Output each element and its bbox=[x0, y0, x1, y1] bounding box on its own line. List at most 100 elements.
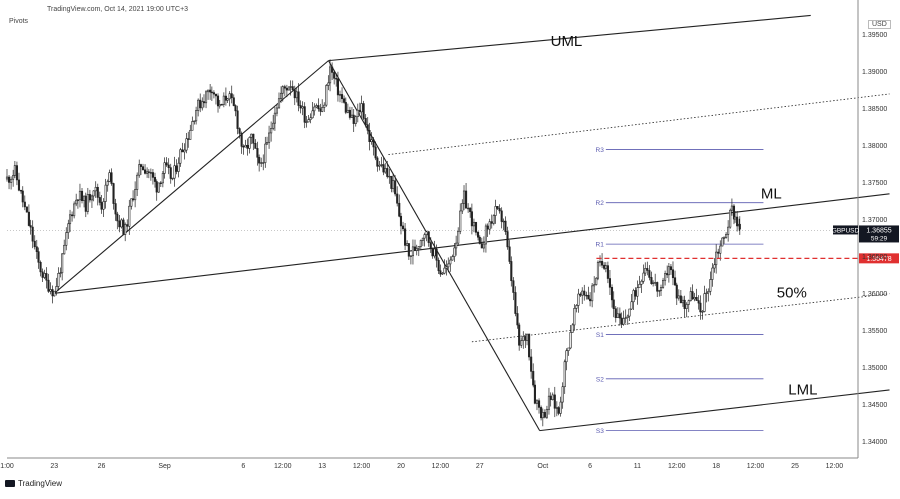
support-level-label: 1.36478 bbox=[866, 256, 891, 263]
candle bbox=[325, 85, 328, 106]
candle bbox=[622, 318, 625, 325]
candle bbox=[547, 395, 551, 410]
pitchfork-lower-line[interactable] bbox=[539, 389, 890, 432]
candle bbox=[49, 289, 52, 292]
candle bbox=[209, 89, 212, 93]
candle bbox=[583, 290, 586, 296]
candle bbox=[112, 183, 115, 204]
candle bbox=[348, 109, 351, 118]
candle bbox=[514, 292, 517, 314]
x-tick-label: 26 bbox=[98, 463, 106, 470]
candle bbox=[141, 166, 145, 171]
candle bbox=[376, 157, 379, 167]
candle bbox=[549, 395, 552, 400]
candle bbox=[736, 216, 739, 227]
candle bbox=[76, 199, 79, 202]
candle bbox=[630, 301, 633, 310]
candle bbox=[437, 259, 440, 272]
pitchfork-handle-down[interactable] bbox=[328, 60, 541, 431]
candle bbox=[596, 261, 600, 279]
candle bbox=[163, 162, 166, 174]
candle bbox=[358, 109, 361, 113]
x-tick-label: 27 bbox=[476, 463, 484, 470]
candle bbox=[71, 214, 74, 217]
candle bbox=[587, 294, 590, 300]
candle bbox=[398, 202, 401, 217]
candle bbox=[577, 293, 580, 306]
pitchfork-quarter-line[interactable] bbox=[388, 93, 890, 155]
candle bbox=[738, 223, 741, 230]
candle bbox=[268, 132, 271, 143]
candle bbox=[124, 224, 127, 235]
candle bbox=[401, 225, 405, 230]
candle bbox=[92, 190, 95, 197]
candle bbox=[683, 299, 686, 309]
candle bbox=[139, 164, 143, 167]
pitchfork-handle-up[interactable] bbox=[53, 60, 329, 294]
x-tick-label: 6 bbox=[241, 463, 245, 470]
currency-label[interactable]: USD bbox=[868, 20, 891, 29]
candle bbox=[591, 285, 594, 302]
candle bbox=[610, 287, 614, 301]
x-tick-label: 12:00 bbox=[432, 463, 450, 470]
candle bbox=[579, 293, 582, 296]
candle bbox=[333, 72, 336, 79]
countdown-label: 59:29 bbox=[871, 235, 888, 242]
candle bbox=[516, 313, 519, 326]
candle bbox=[677, 295, 680, 299]
pitchfork-median-line[interactable] bbox=[54, 193, 890, 294]
candle bbox=[561, 386, 564, 403]
candle bbox=[242, 146, 245, 148]
candle bbox=[183, 149, 186, 153]
candle bbox=[433, 248, 436, 257]
candle bbox=[730, 205, 733, 211]
candle bbox=[218, 104, 221, 107]
candle bbox=[244, 144, 247, 148]
candle bbox=[136, 174, 139, 190]
candle bbox=[12, 175, 15, 180]
candle bbox=[652, 282, 655, 284]
candle bbox=[557, 407, 560, 414]
indicator-label[interactable]: Pivots bbox=[9, 18, 29, 25]
candle bbox=[419, 240, 422, 247]
candle bbox=[565, 350, 568, 363]
candle bbox=[226, 98, 229, 101]
candle bbox=[193, 120, 196, 122]
candle bbox=[146, 171, 149, 174]
candle bbox=[354, 116, 357, 124]
candle bbox=[291, 86, 294, 91]
candle bbox=[541, 412, 544, 419]
candle bbox=[210, 91, 213, 94]
candle bbox=[608, 278, 611, 288]
candle bbox=[132, 198, 135, 201]
x-tick-label: 20 bbox=[397, 463, 405, 470]
y-tick-label: 1.37000 bbox=[862, 217, 887, 224]
candle bbox=[189, 129, 192, 140]
y-tick-label: 1.37500 bbox=[862, 180, 887, 187]
pitchfork-fifty-line[interactable] bbox=[471, 293, 890, 343]
candle bbox=[492, 215, 495, 224]
pivot-label: S2 bbox=[596, 376, 604, 383]
candle bbox=[352, 114, 355, 124]
candle bbox=[386, 168, 389, 177]
candle bbox=[506, 231, 509, 248]
tradingview-brand: TradingView bbox=[18, 479, 63, 488]
candle bbox=[246, 144, 249, 149]
tradingview-logo[interactable]: TradingView bbox=[5, 479, 62, 488]
pitchfork-upper-line[interactable] bbox=[328, 14, 811, 62]
candle bbox=[685, 304, 688, 309]
candle bbox=[658, 290, 661, 292]
candle bbox=[254, 142, 257, 149]
y-tick-label: 1.36000 bbox=[862, 291, 887, 298]
candle bbox=[425, 231, 428, 235]
x-tick-label: 1:00 bbox=[0, 463, 14, 470]
pivot-label: R1 bbox=[596, 242, 605, 249]
candle bbox=[732, 205, 736, 220]
candle bbox=[664, 273, 667, 281]
candle bbox=[159, 182, 162, 184]
candle bbox=[681, 299, 684, 304]
candle bbox=[461, 202, 464, 212]
x-tick-label: 18 bbox=[712, 463, 720, 470]
